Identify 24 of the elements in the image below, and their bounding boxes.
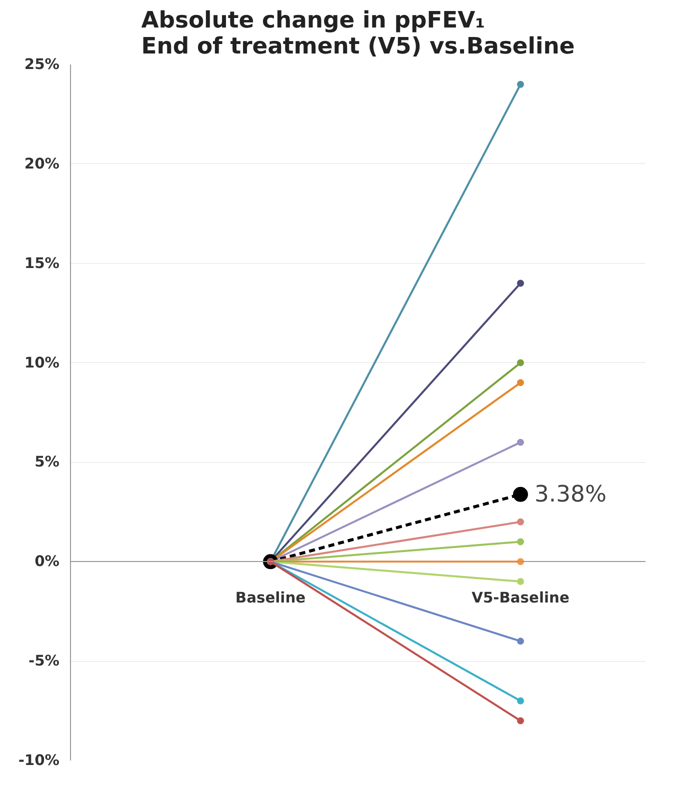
point [517,697,524,704]
y-tick-label: 5% [34,454,60,471]
y-tick-label: 20% [24,155,60,172]
x-tick-label: V5-Baseline [472,590,570,607]
y-tick-label: 15% [24,254,60,272]
y-tick-label: 25% [24,56,60,73]
data-label: 3.38% [534,481,606,508]
point [517,80,524,88]
y-tick-label: -5% [28,652,60,670]
point [517,359,524,366]
point [517,438,524,446]
point [513,486,528,502]
chart-title: Absolute change in ppFEV₁ End of treatment (V5) vs.Baseline [141,8,575,60]
point [517,638,524,645]
y-tick-label: 0% [34,553,60,570]
point [517,717,524,724]
point [517,578,524,586]
x-tick-label: Baseline [235,590,306,607]
y-tick-label: 10% [24,354,60,372]
point [517,518,524,526]
y-tick-label: -10% [18,752,60,769]
point [517,280,524,287]
point [517,379,524,386]
point [517,538,524,546]
